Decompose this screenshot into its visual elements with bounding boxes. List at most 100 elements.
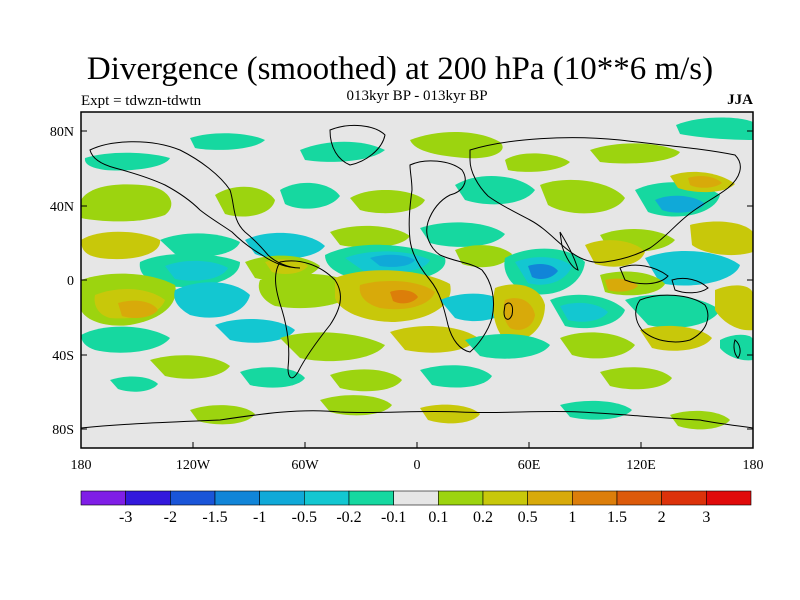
x-axis-ticks bbox=[80, 442, 754, 448]
field-blob bbox=[81, 231, 161, 260]
colorbar-label: 3 bbox=[702, 509, 710, 526]
field-blob bbox=[160, 233, 240, 257]
field-blob bbox=[690, 221, 753, 256]
field-blob bbox=[110, 376, 158, 392]
x-tick-label: 120E bbox=[626, 458, 656, 473]
field-blob bbox=[455, 175, 535, 205]
field-blob bbox=[190, 133, 265, 150]
field-blob bbox=[150, 355, 230, 379]
colorbar-swatch bbox=[706, 490, 752, 506]
field-blob bbox=[560, 332, 635, 359]
x-tick-label: 180 bbox=[743, 458, 764, 473]
divergence-field bbox=[81, 112, 753, 448]
season-label: JJA bbox=[727, 92, 753, 108]
field-blob bbox=[280, 332, 385, 362]
field-blob bbox=[420, 222, 505, 247]
colorbar-label: -0.2 bbox=[336, 509, 361, 526]
colorbar-label: 1.5 bbox=[607, 509, 627, 526]
field-blob bbox=[640, 325, 712, 351]
field-blob bbox=[81, 184, 172, 222]
colorbar: -3 -2 -1.5 -1 -0.5 -0.2 -0.1 0.1 0.2 0.5 1 1.5 2 3 bbox=[80, 490, 752, 526]
colorbar-swatch bbox=[438, 490, 484, 506]
colorbar-label: -2 bbox=[164, 509, 177, 526]
x-tick-label: 180 bbox=[71, 458, 92, 473]
colorbar-swatch bbox=[661, 490, 707, 506]
field-blob bbox=[190, 405, 255, 425]
field-blob bbox=[280, 182, 340, 209]
field-blob bbox=[505, 153, 570, 172]
field-blob bbox=[215, 318, 295, 343]
colorbar-label: -0.1 bbox=[381, 509, 406, 526]
field-blob bbox=[320, 395, 392, 416]
figure-title: Divergence (smoothed) at 200 hPa (10**6 … bbox=[86, 51, 714, 87]
field-blob bbox=[420, 404, 480, 424]
x-tick-label: 0 bbox=[414, 458, 421, 473]
field-blob bbox=[215, 186, 275, 217]
field-blob bbox=[84, 152, 170, 171]
field-blob bbox=[645, 250, 740, 286]
colorbar-swatch bbox=[527, 490, 573, 506]
experiment-label: Expt = tdwzn-tdwtn bbox=[81, 93, 202, 109]
field-blob bbox=[118, 300, 158, 318]
colorbar-label: 0.2 bbox=[473, 509, 493, 526]
field-blob bbox=[174, 282, 250, 318]
coastlines bbox=[81, 124, 753, 429]
field-blob bbox=[350, 189, 425, 214]
y-axis-ticks bbox=[81, 130, 753, 430]
colorbar-swatch bbox=[482, 490, 528, 506]
colorbar-label: -3 bbox=[119, 509, 132, 526]
colorbar-swatch bbox=[572, 490, 618, 506]
field-blob bbox=[600, 367, 672, 390]
colorbar-swatch bbox=[125, 490, 171, 506]
colorbar-swatch bbox=[616, 490, 662, 506]
field-blob bbox=[465, 333, 550, 359]
field-blob bbox=[590, 143, 680, 164]
colorbar-label: 0.5 bbox=[518, 509, 538, 526]
x-tick-label: 60E bbox=[518, 458, 541, 473]
field-blob bbox=[81, 326, 170, 353]
x-tick-label: 120W bbox=[176, 458, 211, 473]
field-blob bbox=[503, 298, 535, 330]
field-blob bbox=[720, 334, 753, 361]
field-blob bbox=[560, 400, 632, 420]
colorbar-swatch bbox=[80, 490, 126, 506]
field-blob bbox=[455, 245, 512, 268]
colorbar-swatch bbox=[348, 490, 394, 506]
y-tick-label: 80S bbox=[52, 423, 74, 438]
field-blob bbox=[300, 141, 385, 162]
field-blob bbox=[258, 273, 360, 309]
field-blob bbox=[370, 254, 415, 267]
field-blob bbox=[330, 225, 410, 248]
colorbar-swatch bbox=[170, 490, 216, 506]
y-tick-label: 80N bbox=[50, 125, 74, 140]
period-label: 013kyr BP - 013kyr BP bbox=[346, 88, 488, 104]
colorbar-label: 0.1 bbox=[428, 509, 448, 526]
colorbar-label: -1 bbox=[253, 509, 266, 526]
field-blob bbox=[420, 365, 492, 388]
colorbar-swatch bbox=[393, 490, 439, 506]
y-axis-labels: 80N 40N 0 40S 80S bbox=[50, 125, 74, 438]
field-blob bbox=[410, 131, 503, 159]
y-tick-label: 0 bbox=[67, 274, 74, 289]
field-blob bbox=[625, 294, 720, 328]
colorbar-swatch bbox=[304, 490, 350, 506]
field-blob bbox=[655, 195, 705, 213]
field-blob bbox=[390, 289, 418, 304]
field-blob bbox=[540, 179, 625, 214]
y-tick-label: 40S bbox=[52, 349, 74, 364]
colorbar-label: 1 bbox=[568, 509, 576, 526]
y-tick-label: 40N bbox=[50, 200, 74, 215]
colorbar-label: 2 bbox=[658, 509, 666, 526]
field-blob bbox=[330, 369, 402, 392]
field-blob bbox=[585, 240, 645, 267]
colorbar-swatch bbox=[259, 490, 305, 506]
field-blob bbox=[528, 263, 558, 279]
colorbar-label: -1.5 bbox=[202, 509, 227, 526]
field-blob bbox=[715, 285, 753, 331]
field-blob bbox=[688, 175, 722, 188]
field-blob bbox=[676, 117, 753, 140]
field-blob bbox=[165, 260, 228, 281]
colorbar-swatch bbox=[214, 490, 260, 506]
